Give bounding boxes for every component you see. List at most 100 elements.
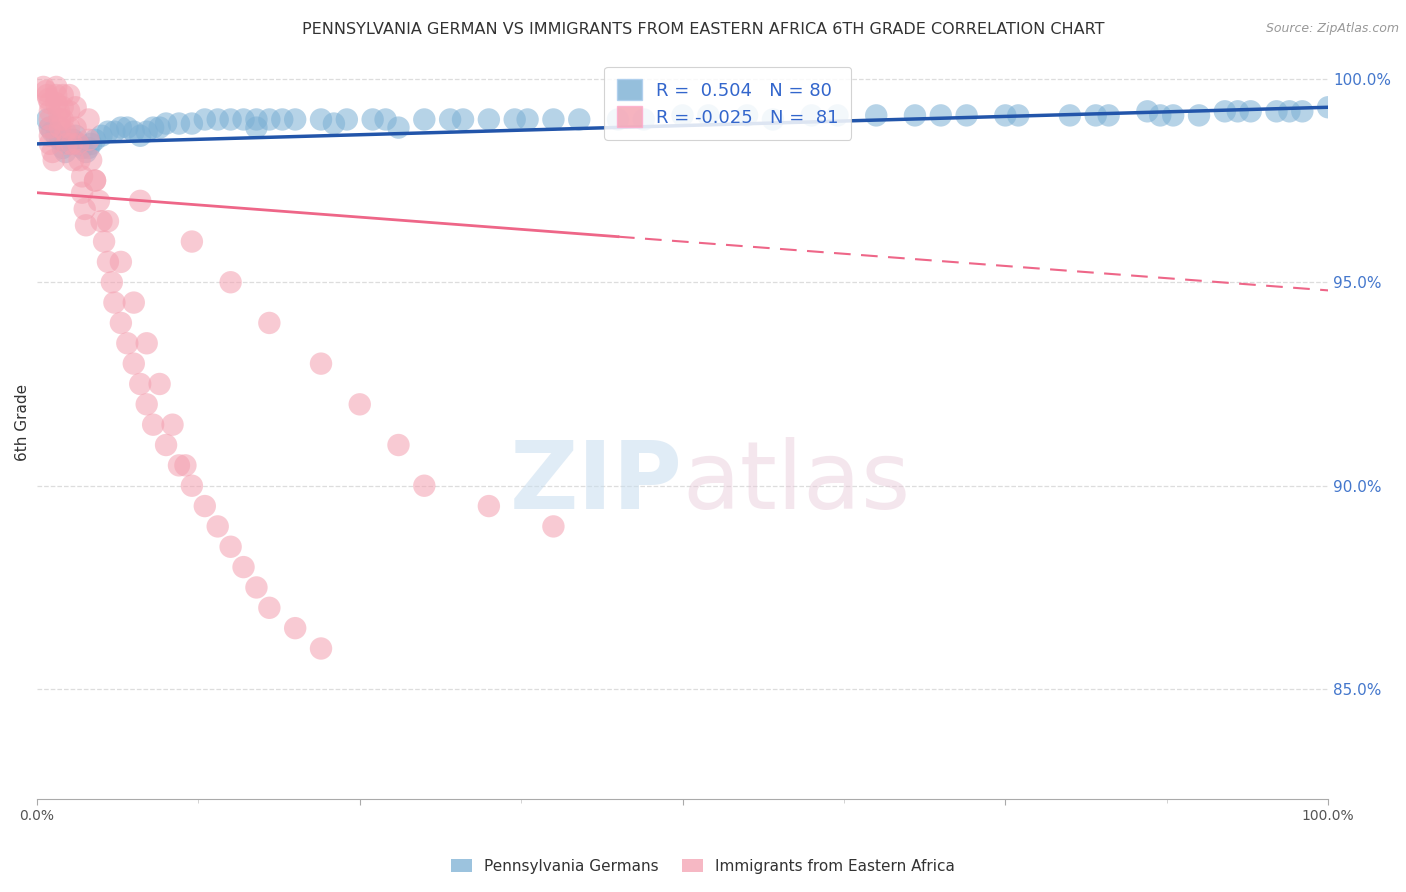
Point xyxy=(413,479,436,493)
Point xyxy=(38,104,60,119)
Point xyxy=(543,112,565,127)
Point xyxy=(1213,104,1236,119)
Point xyxy=(38,136,60,151)
Point xyxy=(309,641,332,656)
Point xyxy=(122,125,145,139)
Point xyxy=(45,96,67,111)
Point xyxy=(49,112,72,127)
Point xyxy=(75,219,97,233)
Point xyxy=(93,235,115,249)
Point xyxy=(58,120,80,135)
Point xyxy=(97,214,120,228)
Text: PENNSYLVANIA GERMAN VS IMMIGRANTS FROM EASTERN AFRICA 6TH GRADE CORRELATION CHAR: PENNSYLVANIA GERMAN VS IMMIGRANTS FROM E… xyxy=(302,22,1104,37)
Point xyxy=(110,316,132,330)
Text: Source: ZipAtlas.com: Source: ZipAtlas.com xyxy=(1265,22,1399,36)
Point xyxy=(929,108,952,122)
Point xyxy=(697,108,720,122)
Point xyxy=(1265,104,1288,119)
Point xyxy=(38,120,60,135)
Point xyxy=(62,153,84,168)
Point xyxy=(162,417,184,432)
Point xyxy=(90,128,112,143)
Point xyxy=(49,133,72,147)
Point xyxy=(219,540,242,554)
Point xyxy=(387,438,409,452)
Point xyxy=(55,136,77,151)
Point xyxy=(284,112,307,127)
Point xyxy=(904,108,927,122)
Point xyxy=(38,120,60,135)
Point xyxy=(38,112,60,127)
Point xyxy=(77,141,100,155)
Legend: Pennsylvania Germans, Immigrants from Eastern Africa: Pennsylvania Germans, Immigrants from Ea… xyxy=(444,853,962,880)
Point xyxy=(1136,104,1159,119)
Point xyxy=(70,186,93,200)
Point xyxy=(117,336,139,351)
Point xyxy=(309,357,332,371)
Point xyxy=(503,112,526,127)
Point xyxy=(53,125,76,139)
Point xyxy=(122,295,145,310)
Point xyxy=(52,100,75,114)
Point xyxy=(149,120,172,135)
Point xyxy=(245,112,267,127)
Point xyxy=(38,128,60,143)
Point xyxy=(49,120,72,135)
Point xyxy=(336,112,359,127)
Point xyxy=(84,173,107,187)
Point xyxy=(41,125,63,139)
Legend: R =  0.504   N = 80, R = -0.025   N =  81: R = 0.504 N = 80, R = -0.025 N = 81 xyxy=(605,67,852,140)
Point xyxy=(478,499,501,513)
Point xyxy=(110,255,132,269)
Point xyxy=(129,194,152,208)
Point xyxy=(149,376,172,391)
Point xyxy=(309,112,332,127)
Point xyxy=(37,88,59,103)
Point xyxy=(38,92,60,106)
Point xyxy=(1161,108,1184,122)
Point xyxy=(259,600,281,615)
Point xyxy=(58,136,80,151)
Point xyxy=(361,112,384,127)
Point xyxy=(478,112,501,127)
Point xyxy=(155,116,177,130)
Point xyxy=(135,125,157,139)
Point xyxy=(52,141,75,155)
Point xyxy=(167,116,190,130)
Point xyxy=(865,108,887,122)
Point xyxy=(762,112,785,127)
Point xyxy=(232,112,254,127)
Point xyxy=(65,100,87,114)
Point xyxy=(129,376,152,391)
Point xyxy=(45,128,67,143)
Point xyxy=(167,458,190,473)
Point xyxy=(955,108,977,122)
Point xyxy=(35,84,58,98)
Point xyxy=(77,133,100,147)
Point xyxy=(60,136,83,151)
Point xyxy=(117,120,139,135)
Point xyxy=(77,112,100,127)
Point xyxy=(374,112,396,127)
Point xyxy=(53,145,76,159)
Point xyxy=(180,235,202,249)
Point xyxy=(65,120,87,135)
Point xyxy=(259,112,281,127)
Point xyxy=(97,255,120,269)
Point xyxy=(58,88,80,103)
Point xyxy=(142,120,165,135)
Point xyxy=(52,112,75,127)
Point xyxy=(70,141,93,155)
Point xyxy=(271,112,294,127)
Point xyxy=(129,128,152,143)
Point xyxy=(1188,108,1211,122)
Point xyxy=(607,112,630,127)
Point xyxy=(67,136,90,151)
Point xyxy=(155,438,177,452)
Point xyxy=(451,112,474,127)
Point xyxy=(994,108,1017,122)
Point xyxy=(516,112,538,127)
Point xyxy=(1149,108,1171,122)
Point xyxy=(1317,100,1340,114)
Point xyxy=(1226,104,1249,119)
